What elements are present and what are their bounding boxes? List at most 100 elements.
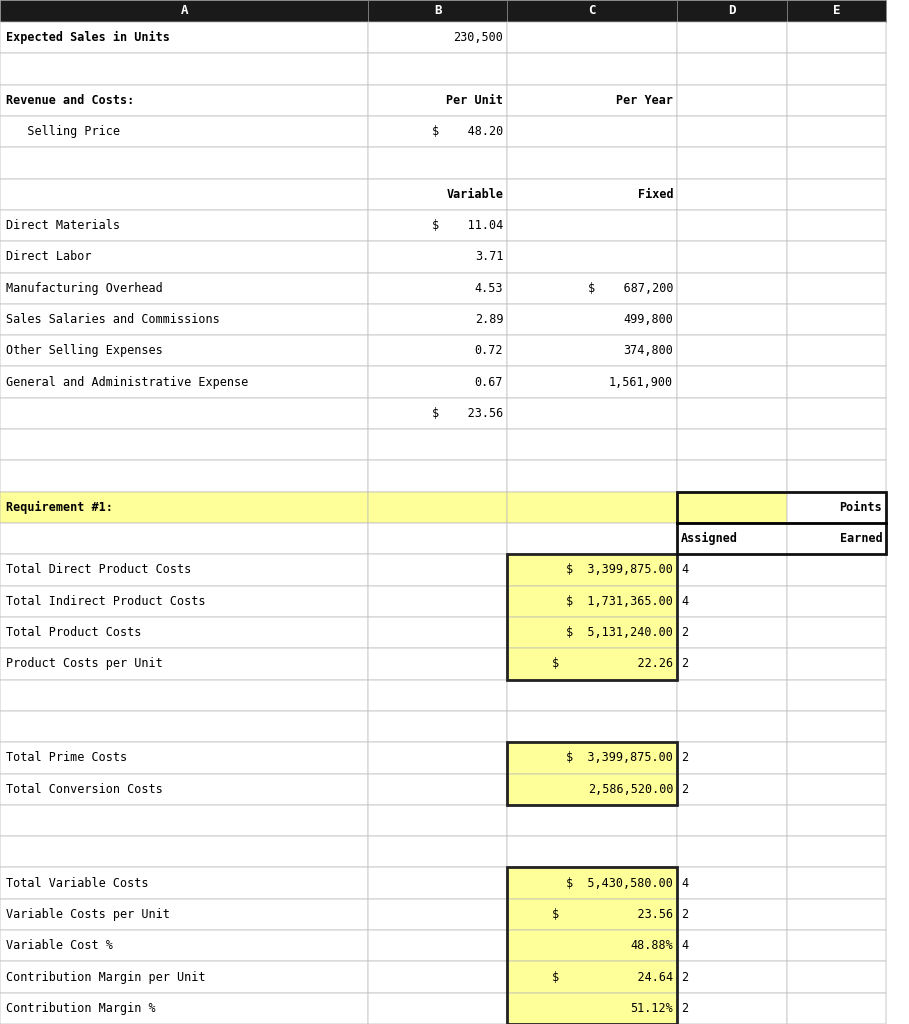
Bar (677, 930, 787, 962)
Bar (0, 397, 368, 429)
Bar (507, 648, 677, 680)
Text: 0.67: 0.67 (474, 376, 504, 388)
Bar (787, 930, 886, 962)
Bar (368, 210, 507, 242)
Bar (787, 616, 886, 648)
Bar (507, 554, 677, 586)
Text: Manufacturing Overhead: Manufacturing Overhead (6, 282, 163, 295)
Bar (507, 367, 677, 397)
Bar (368, 85, 507, 116)
Bar (507, 397, 677, 429)
Bar (677, 210, 787, 242)
Bar (368, 272, 507, 304)
Bar (507, 210, 677, 242)
Text: $    48.20: $ 48.20 (432, 125, 504, 138)
Bar (507, 992, 677, 1024)
Bar (677, 397, 787, 429)
Text: 2: 2 (681, 752, 688, 764)
Bar (787, 805, 886, 837)
Text: Requirement #1:: Requirement #1: (6, 501, 113, 514)
Bar (368, 773, 507, 805)
Bar (368, 805, 507, 837)
Text: Earned: Earned (840, 532, 883, 545)
Bar (368, 554, 507, 586)
Text: Variable Cost %: Variable Cost % (6, 939, 113, 952)
Bar (368, 742, 507, 773)
Bar (787, 554, 886, 586)
Bar (787, 85, 886, 116)
Text: 0.72: 0.72 (474, 344, 504, 357)
Text: Total Indirect Product Costs: Total Indirect Product Costs (6, 595, 205, 608)
Bar (368, 837, 507, 867)
Bar (507, 742, 677, 805)
Bar (507, 616, 677, 648)
Bar (677, 492, 886, 554)
Bar (0, 616, 368, 648)
Text: D: D (728, 4, 736, 17)
Bar (368, 962, 507, 992)
Bar (787, 837, 886, 867)
Text: Direct Materials: Direct Materials (6, 219, 120, 232)
Text: Assigned: Assigned (681, 532, 738, 545)
Text: 2.89: 2.89 (474, 313, 504, 326)
Bar (507, 147, 677, 178)
Bar (677, 711, 787, 742)
Bar (507, 773, 677, 805)
Bar (0, 992, 368, 1024)
Bar (507, 22, 677, 53)
Bar (787, 335, 886, 367)
Bar (0, 930, 368, 962)
Bar (677, 773, 787, 805)
Text: Sales Salaries and Commissions: Sales Salaries and Commissions (6, 313, 220, 326)
Text: 374,800: 374,800 (624, 344, 674, 357)
Bar (368, 711, 507, 742)
Bar (677, 0, 787, 22)
Text: E: E (833, 4, 841, 17)
Bar (0, 805, 368, 837)
Bar (368, 147, 507, 178)
Bar (677, 53, 787, 85)
Bar (0, 711, 368, 742)
Text: 2: 2 (681, 626, 688, 639)
Bar (507, 116, 677, 147)
Bar (507, 711, 677, 742)
Text: $    23.56: $ 23.56 (432, 407, 504, 420)
Bar (0, 837, 368, 867)
Bar (787, 773, 886, 805)
Bar (0, 210, 368, 242)
Bar (507, 867, 677, 1024)
Bar (0, 680, 368, 711)
Bar (368, 616, 507, 648)
Text: Total Direct Product Costs: Total Direct Product Costs (6, 563, 191, 577)
Bar (0, 461, 368, 492)
Bar (787, 272, 886, 304)
Bar (507, 304, 677, 335)
Bar (677, 899, 787, 930)
Bar (787, 210, 886, 242)
Bar (677, 992, 787, 1024)
Text: $    687,200: $ 687,200 (588, 282, 674, 295)
Bar (0, 147, 368, 178)
Text: 4: 4 (681, 563, 688, 577)
Bar (368, 0, 507, 22)
Text: 4: 4 (681, 877, 688, 890)
Bar (787, 429, 886, 461)
Bar (0, 742, 368, 773)
Bar (0, 0, 368, 22)
Bar (0, 53, 368, 85)
Bar (0, 899, 368, 930)
Bar (0, 242, 368, 272)
Bar (368, 586, 507, 616)
Bar (368, 242, 507, 272)
Bar (787, 523, 886, 554)
Bar (368, 116, 507, 147)
Bar (677, 304, 787, 335)
Bar (507, 805, 677, 837)
Bar (677, 178, 787, 210)
Bar (677, 680, 787, 711)
Bar (507, 272, 677, 304)
Bar (787, 397, 886, 429)
Text: Points: Points (840, 501, 883, 514)
Bar (507, 867, 677, 899)
Bar (0, 867, 368, 899)
